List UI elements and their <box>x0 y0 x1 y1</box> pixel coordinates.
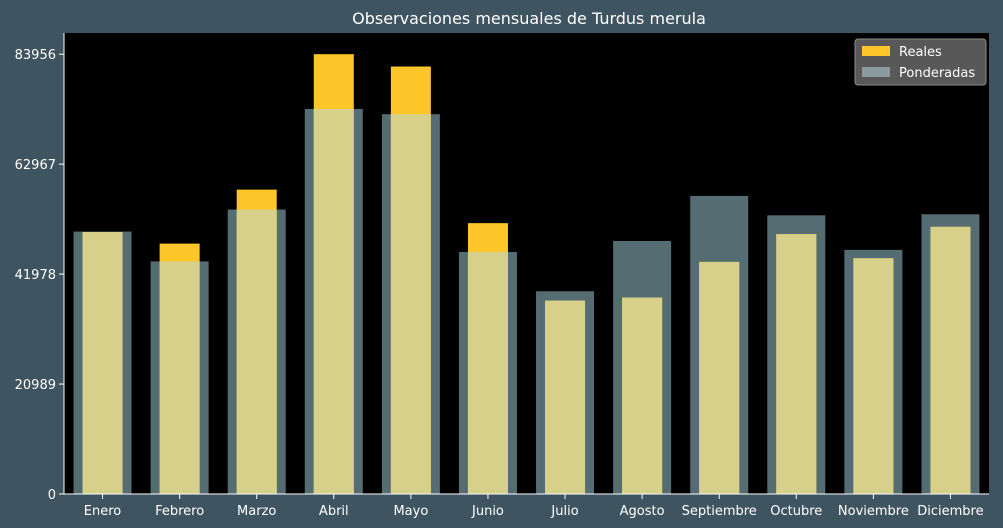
y-tick-label-1: 20989 <box>15 378 56 393</box>
x-tick-label-9: Octubre <box>770 504 822 519</box>
x-tick-label-8: Septiembre <box>682 504 757 519</box>
bar-overlap-7 <box>622 297 663 494</box>
x-axis: Enero Febrero Marzo Abril Mayo Junio Julio Agos… <box>64 493 989 519</box>
bar-overlap-2 <box>236 209 277 494</box>
bars-overlap <box>82 108 971 495</box>
x-tick-label-5: Junio <box>471 504 504 519</box>
y-tick-label-3: 62967 <box>15 158 56 173</box>
bar-overlap-11 <box>930 226 971 495</box>
y-tick-label-4: 83956 <box>15 48 56 63</box>
x-tick-label-10: Noviembre <box>838 504 909 519</box>
bar-overlap-10 <box>853 258 894 494</box>
y-tick-label-0: 0 <box>48 488 56 503</box>
x-tick-label-2: Marzo <box>237 504 276 519</box>
y-tick-label-2: 41978 <box>15 268 56 283</box>
legend-label-1: Ponderadas <box>899 66 975 81</box>
legend-swatch-0 <box>862 46 890 56</box>
legend: Reales Ponderadas <box>854 38 987 86</box>
bar-overlap-3 <box>313 108 354 494</box>
bar-overlap-1 <box>159 261 200 494</box>
x-tick-label-3: Abril <box>319 504 349 519</box>
x-tick-label-0: Enero <box>84 504 122 519</box>
y-axis: 0 20989 41978 62967 83956 <box>15 33 65 503</box>
bar-overlap-6 <box>545 300 586 494</box>
legend-swatch-1 <box>862 67 890 77</box>
bar-overlap-5 <box>467 251 508 494</box>
legend-label-0: Reales <box>899 45 942 60</box>
bar-overlap-8 <box>699 261 740 494</box>
bar-overlap-0 <box>82 232 123 494</box>
x-tick-label-6: Julio <box>550 504 578 519</box>
chart-title: Observaciones mensuales de Turdus merula <box>352 9 706 28</box>
x-tick-label-1: Febrero <box>155 504 204 519</box>
x-tick-label-7: Agosto <box>620 504 665 519</box>
plot-area <box>64 33 989 494</box>
x-tick-label-11: Diciembre <box>917 504 983 519</box>
bar-overlap-4 <box>390 114 431 495</box>
bar-overlap-9 <box>776 234 817 494</box>
x-tick-label-4: Mayo <box>393 504 428 519</box>
